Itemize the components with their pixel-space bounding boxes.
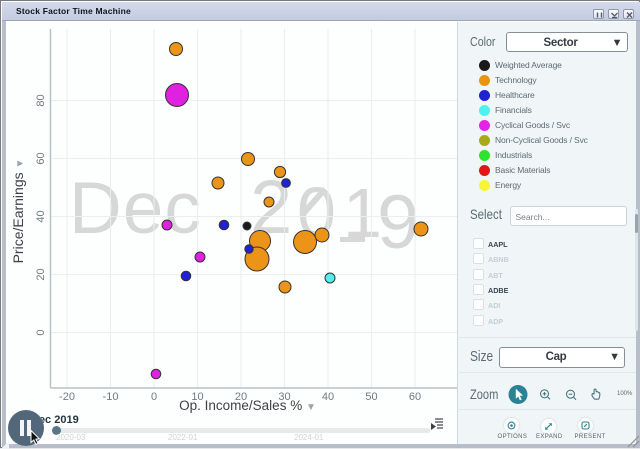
svg-text:Price/Earnings ▼: Price/Earnings ▼	[10, 159, 26, 264]
svg-text:0: 0	[35, 329, 47, 335]
svg-text:40: 40	[35, 210, 47, 222]
svg-text:9: 9	[377, 180, 419, 265]
svg-text:Dec: Dec	[69, 168, 202, 249]
svg-text:60: 60	[35, 152, 47, 164]
svg-text:80: 80	[35, 94, 47, 106]
svg-text:0: 0	[151, 391, 157, 403]
svg-text:30: 30	[278, 391, 290, 403]
svg-text:-10: -10	[103, 391, 119, 403]
svg-text:20: 20	[35, 268, 47, 280]
svg-text:40: 40	[322, 391, 334, 403]
svg-text:20: 20	[235, 391, 247, 403]
svg-text:Op. Income/Sales % ▼: Op. Income/Sales % ▼	[179, 398, 316, 413]
svg-text:10: 10	[191, 391, 203, 403]
svg-text:-20: -20	[59, 391, 75, 403]
svg-text:50: 50	[365, 391, 377, 403]
svg-text:60: 60	[409, 391, 421, 403]
